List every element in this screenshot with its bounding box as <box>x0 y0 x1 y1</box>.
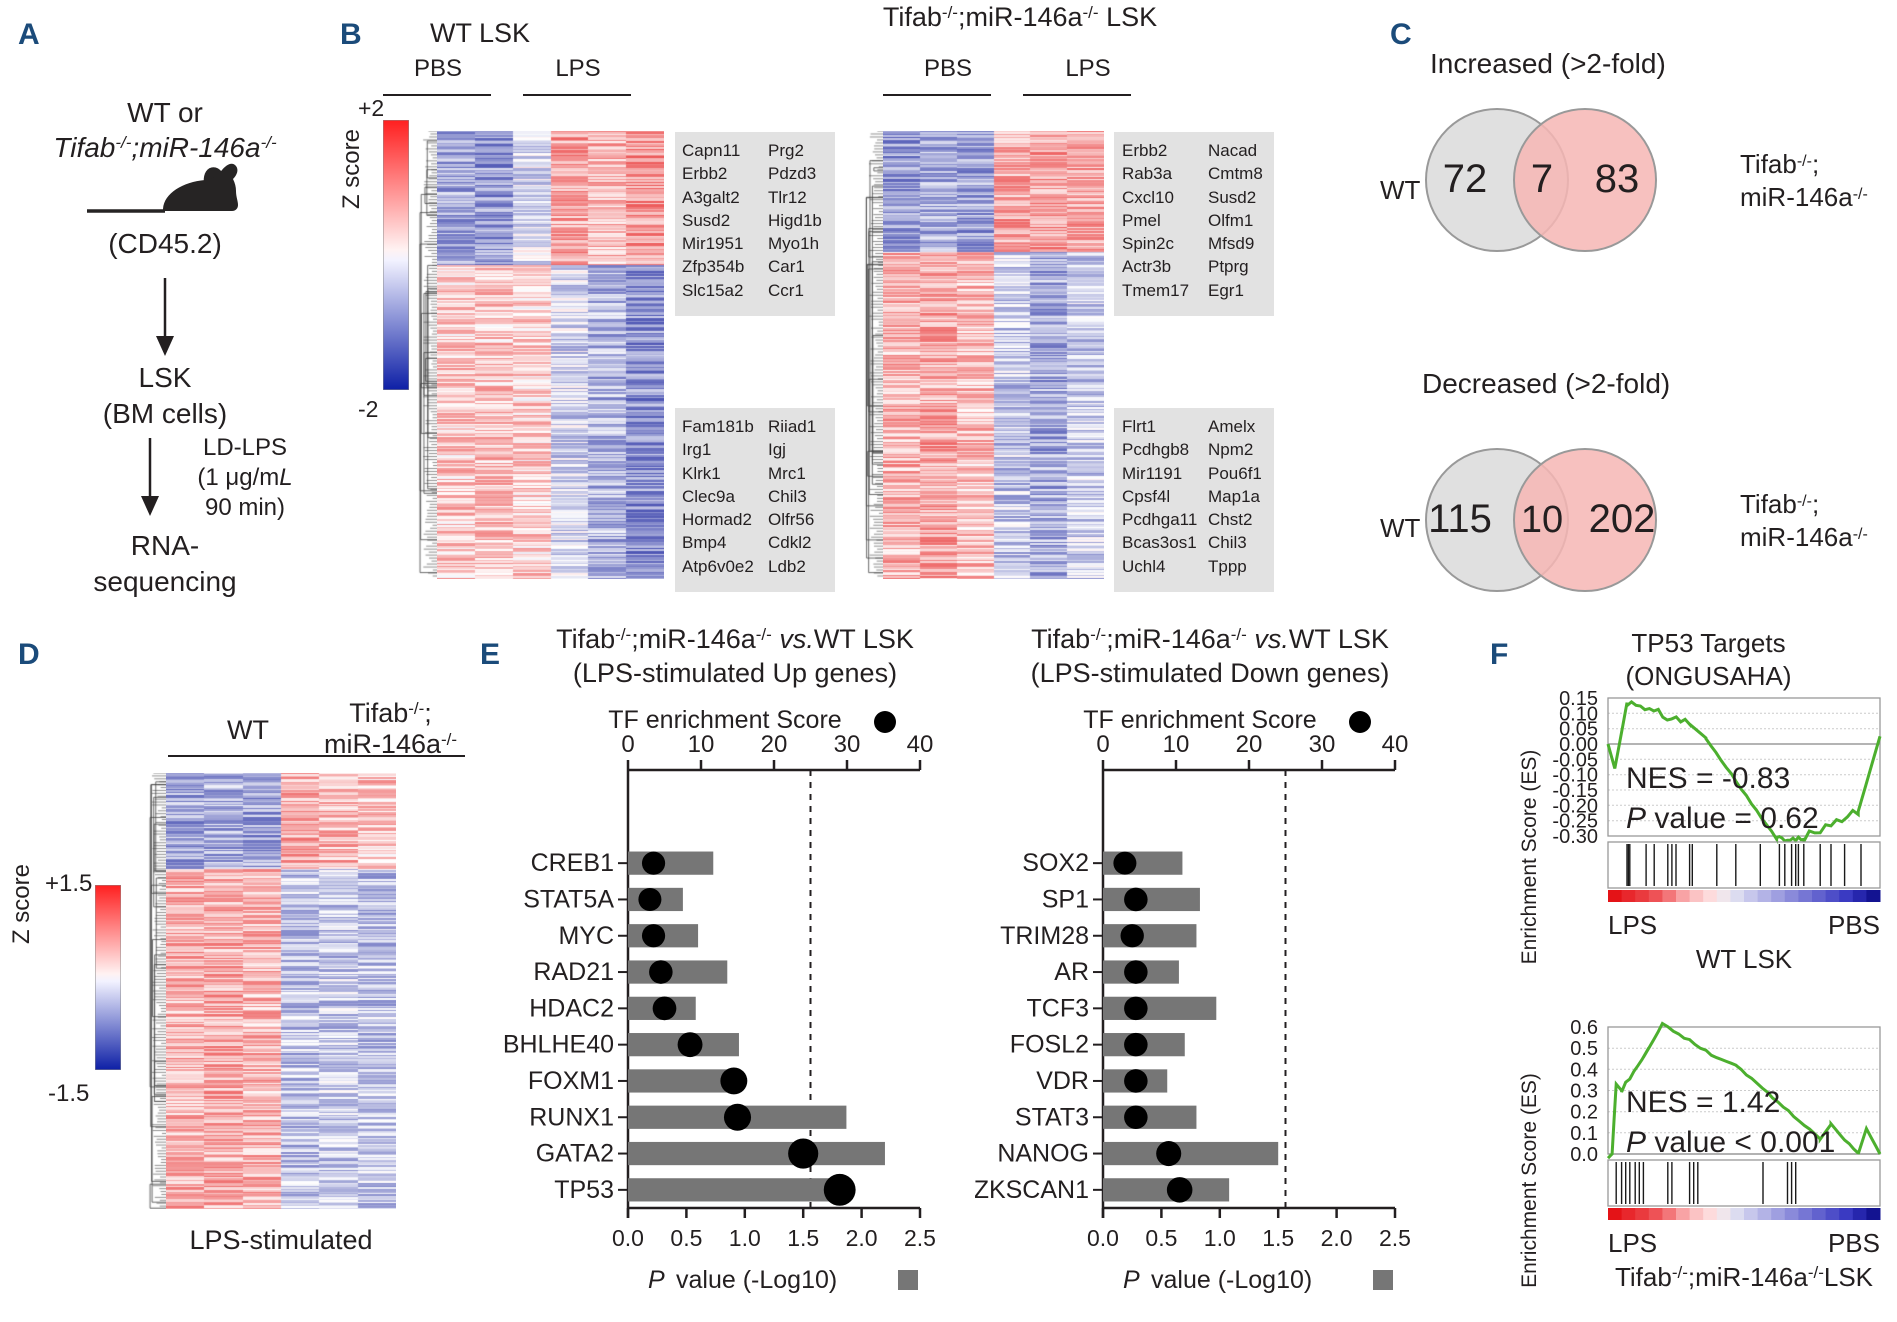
svg-text:TF enrichment Score: TF enrichment Score <box>608 706 841 734</box>
svg-text:10: 10 <box>1521 499 1563 541</box>
svg-text:7: 7 <box>1531 157 1553 201</box>
svg-text:2.5: 2.5 <box>904 1225 936 1251</box>
svg-text:0.0: 0.0 <box>1087 1225 1119 1251</box>
svg-text:0: 0 <box>621 731 634 758</box>
svg-text:0: 0 <box>1096 731 1109 758</box>
svg-text:115: 115 <box>1428 497 1492 541</box>
svg-text:20: 20 <box>1236 731 1263 758</box>
svg-text:SOX2: SOX2 <box>1022 849 1089 877</box>
svg-text:2.5: 2.5 <box>1379 1225 1411 1251</box>
svg-text:TRIM28: TRIM28 <box>1000 922 1089 950</box>
svg-text:1.5: 1.5 <box>787 1225 819 1251</box>
svg-text:RAD21: RAD21 <box>533 958 614 986</box>
svg-text:P value < 0.001: P value < 0.001 <box>1626 1126 1835 1159</box>
svg-text:0.3: 0.3 <box>1570 1081 1598 1103</box>
svg-text:0.5: 0.5 <box>1570 1038 1598 1060</box>
svg-text:72: 72 <box>1443 157 1488 201</box>
svg-text:GATA2: GATA2 <box>536 1140 614 1168</box>
svg-text:P: P <box>648 1266 665 1294</box>
svg-text:(LPS-stimulated Down genes): (LPS-stimulated Down genes) <box>1031 658 1390 688</box>
svg-text:SP1: SP1 <box>1042 885 1089 913</box>
svg-text:TP53: TP53 <box>554 1176 614 1204</box>
svg-text:AR: AR <box>1054 958 1089 986</box>
svg-text:NES = -0.83: NES = -0.83 <box>1626 762 1790 795</box>
svg-text:MYC: MYC <box>558 922 614 950</box>
svg-text:2.0: 2.0 <box>1321 1225 1353 1251</box>
svg-text:RUNX1: RUNX1 <box>529 1103 614 1131</box>
svg-text:0.0: 0.0 <box>612 1225 644 1251</box>
svg-text:(ONGUSAHA): (ONGUSAHA) <box>1625 661 1791 691</box>
svg-text:10: 10 <box>1163 731 1190 758</box>
svg-text:0.15: 0.15 <box>1559 688 1598 710</box>
svg-text:Tifab-/-;miR-146a-/- vs.WT LSK: Tifab-/-;miR-146a-/- vs.WT LSK <box>1031 624 1389 654</box>
svg-text:1.0: 1.0 <box>729 1225 761 1251</box>
svg-text:NES = 1.42: NES = 1.42 <box>1626 1086 1780 1119</box>
svg-text:BHLHE40: BHLHE40 <box>503 1031 614 1059</box>
svg-text:Tifab-/-;miR-146a-/- vs.WT LSK: Tifab-/-;miR-146a-/- vs.WT LSK <box>556 624 914 654</box>
svg-text:0.1: 0.1 <box>1570 1123 1598 1145</box>
svg-text:P value = 0.62: P value = 0.62 <box>1626 802 1819 835</box>
svg-text:(LPS-stimulated Up genes): (LPS-stimulated Up genes) <box>573 658 897 688</box>
svg-text:0.2: 0.2 <box>1570 1102 1598 1124</box>
svg-text:value (-Log10): value (-Log10) <box>676 1266 837 1294</box>
svg-text:ZKSCAN1: ZKSCAN1 <box>975 1176 1089 1204</box>
svg-text:10: 10 <box>688 731 715 758</box>
svg-text:30: 30 <box>1309 731 1336 758</box>
svg-text:20: 20 <box>761 731 788 758</box>
svg-text:TP53 Targets: TP53 Targets <box>1631 628 1785 658</box>
svg-text:P: P <box>1123 1266 1140 1294</box>
svg-text:HDAC2: HDAC2 <box>529 994 614 1022</box>
svg-text:40: 40 <box>1382 731 1409 758</box>
svg-text:202: 202 <box>1589 497 1656 541</box>
svg-text:NANOG: NANOG <box>997 1140 1089 1168</box>
svg-text:Enrichment Score (ES): Enrichment Score (ES) <box>1518 750 1541 965</box>
svg-text:83: 83 <box>1595 157 1640 201</box>
svg-text:WT LSK: WT LSK <box>1696 944 1793 974</box>
svg-text:CREB1: CREB1 <box>531 849 614 877</box>
svg-text:Enrichment Score (ES): Enrichment Score (ES) <box>1518 1073 1541 1288</box>
svg-text:LPS: LPS <box>1608 1228 1657 1258</box>
svg-text:2.0: 2.0 <box>846 1225 878 1251</box>
svg-text:FOXM1: FOXM1 <box>528 1067 614 1095</box>
svg-text:1.0: 1.0 <box>1204 1225 1236 1251</box>
svg-text:0.6: 0.6 <box>1570 1017 1598 1039</box>
svg-text:TCF3: TCF3 <box>1027 994 1090 1022</box>
svg-text:STAT5A: STAT5A <box>523 885 614 913</box>
svg-text:40: 40 <box>907 731 934 758</box>
svg-text:FOSL2: FOSL2 <box>1010 1031 1089 1059</box>
svg-text:PBS: PBS <box>1828 910 1880 940</box>
svg-text:0.5: 0.5 <box>670 1225 702 1251</box>
svg-text:VDR: VDR <box>1036 1067 1089 1095</box>
svg-text:0.0: 0.0 <box>1570 1144 1598 1166</box>
svg-text:STAT3: STAT3 <box>1015 1103 1089 1131</box>
svg-text:0.4: 0.4 <box>1570 1059 1598 1081</box>
svg-text:TF enrichment Score: TF enrichment Score <box>1083 706 1316 734</box>
svg-text:0.5: 0.5 <box>1145 1225 1177 1251</box>
svg-text:value (-Log10): value (-Log10) <box>1151 1266 1312 1294</box>
svg-text:PBS: PBS <box>1828 1228 1880 1258</box>
svg-text:1.5: 1.5 <box>1262 1225 1294 1251</box>
svg-text:Tifab-/-;miR-146a-/-LSK: Tifab-/-;miR-146a-/-LSK <box>1615 1262 1874 1292</box>
svg-text:30: 30 <box>834 731 861 758</box>
svg-text:LPS: LPS <box>1608 910 1657 940</box>
